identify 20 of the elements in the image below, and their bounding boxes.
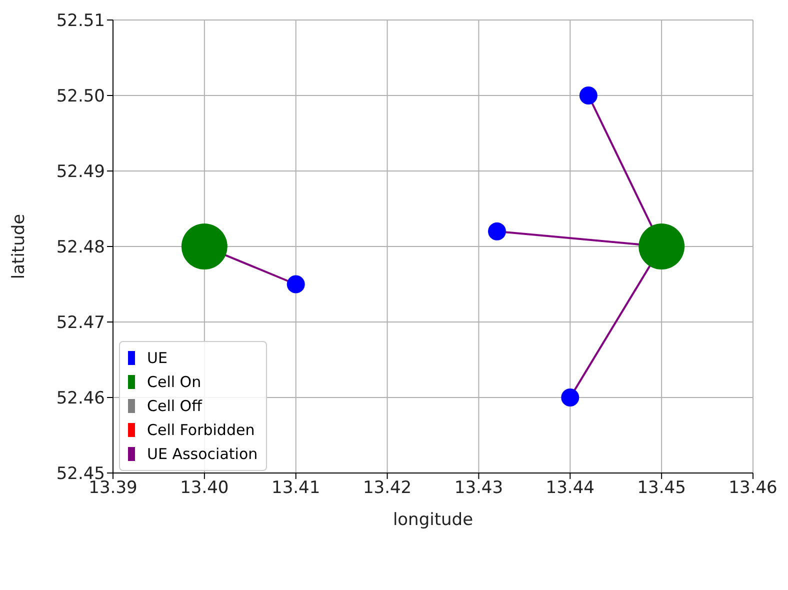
- legend-label: Cell Off: [147, 396, 202, 417]
- x-tick-label: 13.40: [180, 478, 229, 498]
- x-axis-title: longitude: [392, 510, 474, 530]
- legend-label: UE Association: [147, 444, 258, 465]
- x-tick-label: 13.45: [637, 478, 686, 498]
- y-tick-label: 52.49: [56, 162, 105, 182]
- y-tick-label: 52.48: [56, 238, 105, 258]
- legend-label: UE: [147, 348, 168, 369]
- x-tick-label: 13.44: [546, 478, 594, 498]
- x-tick-label: 13.43: [454, 478, 504, 498]
- y-tick-label: 52.46: [56, 388, 105, 409]
- y-tick-label: 52.47: [56, 313, 105, 334]
- legend-label: Cell On: [147, 372, 202, 393]
- x-tick-label: 13.41: [272, 478, 320, 498]
- x-tick-label: 13.42: [362, 478, 412, 498]
- y-tick-label: 52.50: [56, 86, 105, 107]
- legend-label: Cell Forbidden: [147, 420, 255, 441]
- x-tick-label: 13.46: [728, 478, 778, 498]
- y-axis-title: latitude: [9, 214, 30, 280]
- y-tick-label: 52.51: [56, 11, 105, 32]
